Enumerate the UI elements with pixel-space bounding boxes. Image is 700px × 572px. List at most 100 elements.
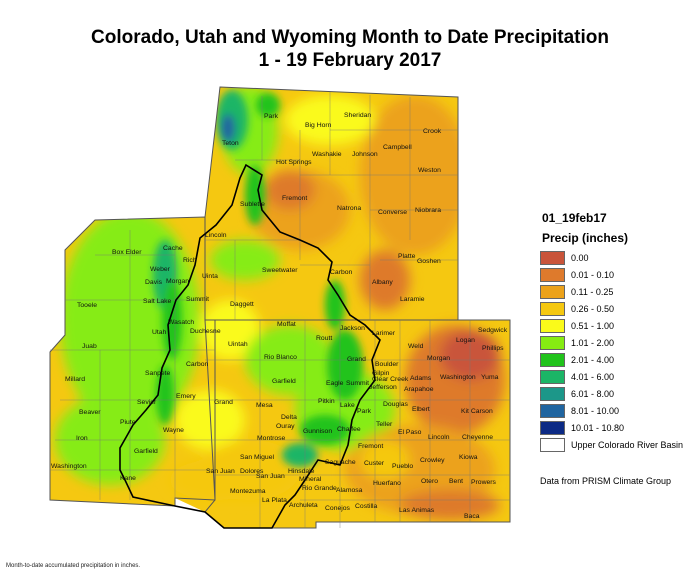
county-label: Crowley [420,457,445,464]
county-label: Hinsdale [288,468,315,475]
county-label: Uinta [202,273,218,280]
county-label: Park [357,408,372,415]
county-label: Logan [456,337,475,344]
county-label: Rio Grande [302,485,337,492]
county-label: Costilla [355,503,378,510]
county-label: Ouray [276,423,295,430]
legend-swatch [540,267,565,282]
county-label: Hot Springs [276,159,312,166]
county-label: Rio Blanco [264,354,297,361]
upper-colorado-basin-outline [119,163,381,529]
county-label: Summit [346,380,369,387]
county-label: Grand [347,356,366,363]
legend-swatch [540,369,565,384]
county-label: Laramie [400,296,425,303]
legend-item: 0.51 - 1.00 [540,317,683,334]
utah-boundary [49,216,216,507]
county-label: Baca [464,513,480,520]
county-label: Teller [376,421,393,428]
county-label: Douglas [383,401,409,408]
county-label: Teton [222,140,239,147]
legend-item: 0.26 - 0.50 [540,300,683,317]
county-label: Lincoln [428,434,450,441]
county-label: Cheyenne [462,434,493,441]
legend-swatch [540,335,565,350]
county-label: Archuleta [289,502,318,509]
county-label: Delta [281,414,297,421]
county-label: Otero [421,478,438,485]
map-title: Colorado, Utah and Wyoming Month to Date… [91,27,609,48]
legend-item: 4.01 - 6.00 [540,368,683,385]
county-label: Fremont [358,443,383,450]
legend-label: 6.01 - 8.00 [571,388,615,399]
legend: 0.00 0.01 - 0.10 0.11 - 0.25 0.26 - 0.50… [540,249,683,453]
legend-item: 0.00 [540,249,683,266]
county-label: Clear Creek [372,376,409,383]
county-label: Piute [120,419,136,426]
county-label: Natrona [337,205,361,212]
legend-item: 1.01 - 2.00 [540,334,683,351]
county-label: Las Animas [399,507,435,514]
county-label: Mineral [299,476,322,483]
county-label: Salt Lake [143,298,172,305]
county-label: San Miguel [240,454,274,461]
county-label: Fremont [282,195,307,202]
county-labels: Park Big Horn Sheridan Crook Teton Washa… [51,112,508,520]
county-label: Campbell [383,144,412,151]
county-label: Gilpin [372,370,390,377]
county-label: Sanpete [145,370,171,377]
precipitation-map: Park Big Horn Sheridan Crook Teton Washa… [49,86,511,529]
county-label: Niobrara [415,207,441,214]
legend-item: 10.01 - 10.80 [540,419,683,436]
county-label: Duchesne [190,328,221,335]
county-label: La Plata [262,497,287,504]
county-label: Morgan [427,355,450,362]
county-label: Jackson [340,325,365,332]
legend-swatch [540,250,565,265]
legend-item: 2.01 - 4.00 [540,351,683,368]
legend-swatch [540,386,565,401]
legend-swatch [540,420,565,435]
county-label: Sedgwick [478,327,508,334]
county-label: Kit Carson [461,408,493,415]
county-label: Converse [378,209,407,216]
legend-swatch [540,318,565,333]
legend-swatch [540,284,565,299]
legend-item: 8.01 - 10.00 [540,402,683,419]
county-label: Wasatch [168,319,194,326]
county-label: Sevier [137,399,157,406]
legend-swatch-basin [540,437,565,452]
county-label: Weston [418,167,441,174]
county-label: Crook [423,128,442,135]
legend-title: Precip (inches) [542,231,629,245]
legend-label: 0.26 - 0.50 [571,303,615,314]
county-label: Summit [186,296,209,303]
legend-label: 0.51 - 1.00 [571,320,615,331]
county-label: Kane [120,475,136,482]
county-label: Sheridan [344,112,371,119]
county-label: Custer [364,460,385,467]
county-label: Washington [51,463,87,470]
county-label: Carbon [186,361,209,368]
legend-swatch [540,403,565,418]
county-label: Conejos [325,505,351,512]
county-label: Millard [65,376,85,383]
county-label: Montrose [257,435,286,442]
state-boundaries [49,86,511,529]
county-label: Cache [163,245,183,252]
county-label: Adams [410,375,432,382]
county-label: Bent [449,478,463,485]
colorado-boundary [204,319,511,529]
county-label: Sublette [240,201,265,208]
legend-swatch [540,352,565,367]
county-label: Utah [152,329,167,336]
county-label: Elbert [412,406,430,413]
county-label: Garfield [272,378,296,385]
legend-item: 0.01 - 0.10 [540,266,683,283]
legend-swatch [540,301,565,316]
county-label: Washakie [312,151,342,158]
county-label: Carbon [330,269,353,276]
legend-item: 0.11 - 0.25 [540,283,683,300]
legend-label: 1.01 - 2.00 [571,337,615,348]
county-label: San Juan [256,473,285,480]
